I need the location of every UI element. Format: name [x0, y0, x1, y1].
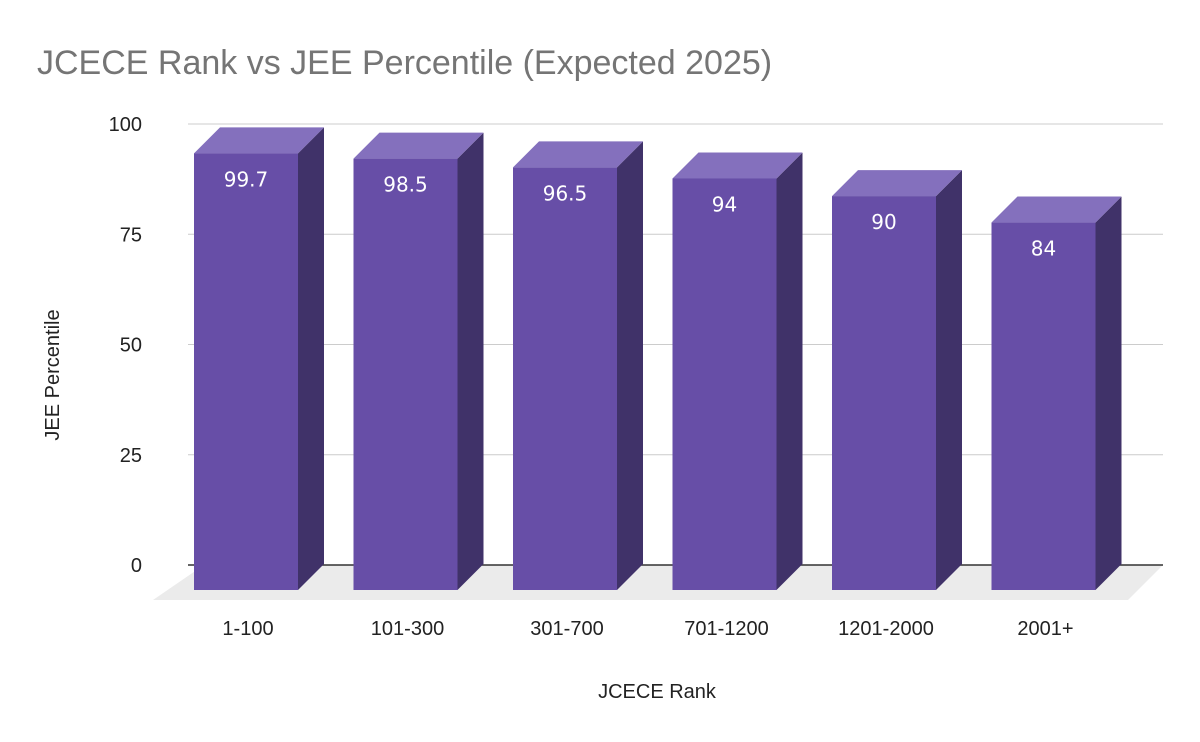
- data-label: 98.5: [383, 173, 428, 197]
- bar-side: [936, 170, 962, 590]
- y-tick-label: 100: [109, 114, 142, 136]
- bar: [194, 127, 324, 590]
- x-tick-label: 101-300: [371, 618, 444, 640]
- x-tick-label: 1201-2000: [838, 618, 934, 640]
- bar-front: [194, 153, 298, 590]
- chart-title: JCECE Rank vs JEE Percentile (Expected 2…: [37, 44, 772, 82]
- bar: [672, 152, 803, 590]
- y-axis-ticks: 0 25 50 75 100: [109, 114, 142, 577]
- bar-side: [298, 127, 324, 590]
- bar-front: [513, 167, 617, 590]
- data-label: 99.7: [224, 167, 269, 191]
- bar-top: [672, 152, 803, 179]
- x-axis-ticks: 1-100 101-300 301-700 701-1200 1201-2000 2001…: [222, 618, 1073, 640]
- bar-front: [991, 222, 1096, 590]
- bar-top: [513, 141, 643, 168]
- data-label: 84: [1031, 237, 1056, 261]
- bar-side: [617, 141, 643, 590]
- y-tick-label: 75: [120, 224, 142, 246]
- bar: [513, 141, 643, 590]
- bar-top: [832, 170, 962, 197]
- x-tick-label: 301-700: [530, 618, 603, 640]
- x-tick-label: 701-1200: [684, 618, 769, 640]
- y-axis-label: JEE Percentile: [42, 309, 64, 440]
- bar-top: [353, 132, 484, 159]
- bar-top: [194, 127, 324, 154]
- bar: [991, 196, 1122, 590]
- bars: [194, 127, 1122, 591]
- data-labels: 99.7 98.5 96.5 94 90 84: [224, 167, 1056, 260]
- bar-front: [672, 178, 777, 590]
- y-tick-label: 25: [120, 445, 142, 467]
- y-tick-label: 50: [120, 335, 142, 357]
- data-label: 94: [712, 192, 737, 216]
- data-label: 90: [871, 210, 896, 234]
- x-tick-label: 1-100: [222, 618, 273, 640]
- bar-front: [832, 196, 936, 590]
- bar-side: [776, 152, 803, 590]
- bar-top: [991, 196, 1122, 223]
- x-tick-label: 2001+: [1017, 618, 1073, 640]
- bar: [353, 132, 484, 591]
- x-axis-label: JCECE Rank: [598, 681, 717, 703]
- bar-side: [457, 132, 484, 591]
- bar-side: [1095, 196, 1122, 590]
- y-tick-label: 0: [131, 555, 142, 577]
- bar-front: [353, 158, 458, 591]
- bar: [832, 170, 962, 590]
- data-label: 96.5: [543, 181, 588, 205]
